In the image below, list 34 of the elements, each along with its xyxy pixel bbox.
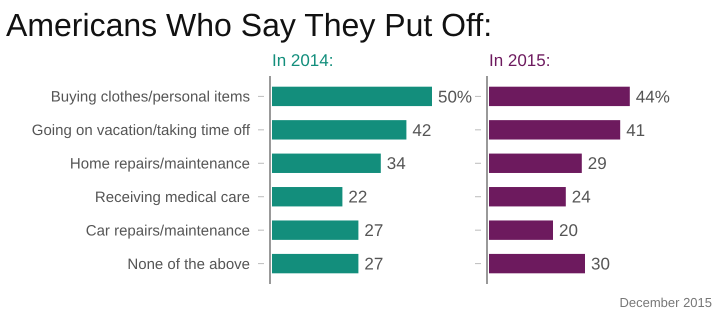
y-tick-label: Buying clothes/personal items: [50, 88, 250, 106]
text: December 2015: [620, 295, 712, 310]
bar: [272, 254, 358, 274]
data-label: 29: [588, 154, 607, 174]
data-label: 50%: [438, 87, 472, 106]
data-label: 42: [412, 120, 432, 140]
bar: [272, 86, 432, 106]
chart-subtitle: In 2015:: [489, 51, 550, 70]
chart-subtitle: In 2014:: [272, 51, 334, 70]
y-tick-label: Receiving medical care: [94, 188, 250, 206]
bar: [489, 86, 630, 106]
bar: [489, 220, 553, 240]
data-label: 30: [591, 254, 610, 274]
y-tick-label: Going on vacation/taking time off: [32, 122, 251, 140]
data-label: 41: [626, 120, 646, 140]
bar: [272, 187, 342, 206]
y-tick-label: Home repairs/maintenance: [70, 156, 250, 173]
bar: [489, 120, 620, 140]
bar: [489, 187, 566, 206]
bar: [489, 154, 582, 173]
bar: [272, 154, 381, 173]
chart-title: Americans Who Say They Put Off:: [6, 7, 492, 43]
data-label: 20: [559, 221, 578, 240]
bar: [272, 220, 358, 240]
y-tick-label: Car repairs/maintenance: [86, 222, 250, 240]
data-label: 22: [348, 188, 368, 207]
bar: [489, 254, 585, 274]
data-label: 27: [364, 254, 384, 274]
y-tick-label: None of the above: [127, 256, 250, 273]
data-label: 24: [572, 188, 591, 207]
data-label: 27: [364, 221, 384, 240]
bar: [272, 120, 406, 140]
data-label: 34: [386, 154, 406, 174]
data-label: 44%: [636, 87, 670, 106]
